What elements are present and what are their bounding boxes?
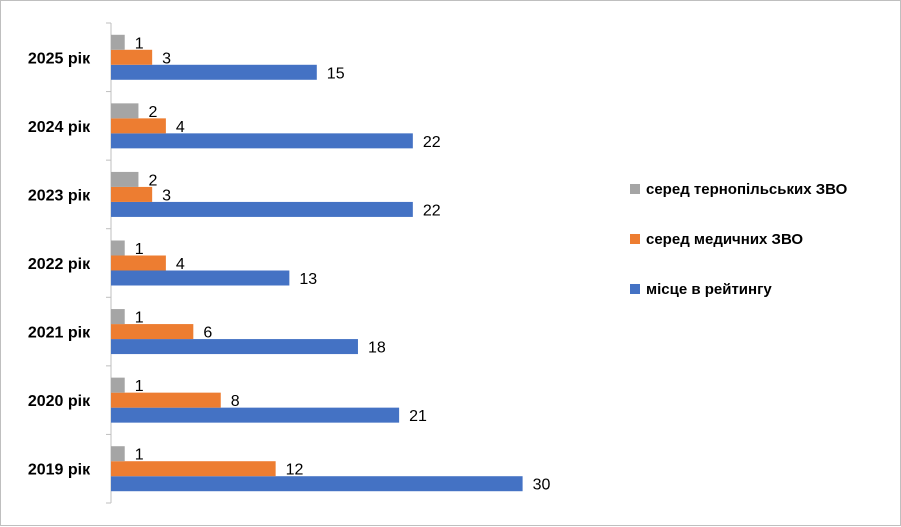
category-label: 2023 рік: [28, 187, 91, 204]
data-label: 3: [162, 187, 171, 204]
bar: [111, 377, 125, 393]
bar: [111, 392, 221, 408]
legend-label: місце в рейтингу: [646, 281, 772, 298]
bar: [111, 64, 317, 80]
category-label: 2019 рік: [28, 462, 91, 479]
legend-swatch: [630, 284, 640, 294]
data-label: 2: [148, 104, 157, 121]
data-label: 3: [162, 50, 171, 67]
bar: [111, 49, 153, 65]
legend-label: серед медичних ЗВО: [646, 231, 803, 248]
axis-layer: 2019 рік 2020 рік 2021 рік 2022 рік 2023 рік…: [28, 22, 112, 504]
category-label: 2020 рік: [28, 393, 91, 410]
data-label: 2: [148, 172, 157, 189]
data-label: 6: [203, 325, 212, 342]
bar: [111, 476, 523, 492]
data-label: 4: [176, 119, 185, 136]
data-label: 21: [409, 408, 427, 425]
bar: [111, 34, 125, 50]
legend-label: серед тернопільських ЗВО: [646, 181, 848, 198]
bar: [111, 309, 125, 325]
bar: [111, 407, 400, 423]
bar: [111, 201, 413, 217]
category-label: 2022 рік: [28, 256, 91, 273]
bar: [111, 171, 139, 187]
bar: [111, 186, 153, 202]
data-label: 1: [135, 310, 144, 327]
bar: [111, 446, 125, 462]
data-label: 1: [135, 35, 144, 52]
legend: серед тернопільських ЗВО серед медичних З…: [630, 181, 848, 298]
data-label: 22: [423, 134, 441, 151]
data-label: 22: [423, 202, 441, 219]
bar: [111, 324, 194, 340]
bar: [111, 240, 125, 256]
data-label: 13: [299, 271, 317, 288]
data-label: 1: [135, 378, 144, 395]
legend-swatch: [630, 234, 640, 244]
data-label: 30: [533, 477, 551, 494]
category-label: 2024 рік: [28, 119, 91, 136]
bar: [111, 270, 290, 286]
data-label: 1: [135, 241, 144, 258]
bar: [111, 103, 139, 119]
category-label: 2021 рік: [28, 325, 91, 342]
legend-swatch: [630, 184, 640, 194]
data-label: 1: [135, 447, 144, 464]
bar: [111, 133, 413, 149]
category-label: 2025 рік: [28, 50, 91, 67]
bar: [111, 461, 276, 477]
bar: [111, 118, 166, 134]
data-label: 4: [176, 256, 185, 273]
data-label: 12: [286, 462, 304, 479]
bar: [111, 255, 166, 271]
data-label: 8: [231, 393, 240, 410]
data-label: 18: [368, 340, 386, 357]
bars-layer: [111, 34, 523, 492]
bar: [111, 339, 358, 355]
data-label: 15: [327, 65, 345, 82]
